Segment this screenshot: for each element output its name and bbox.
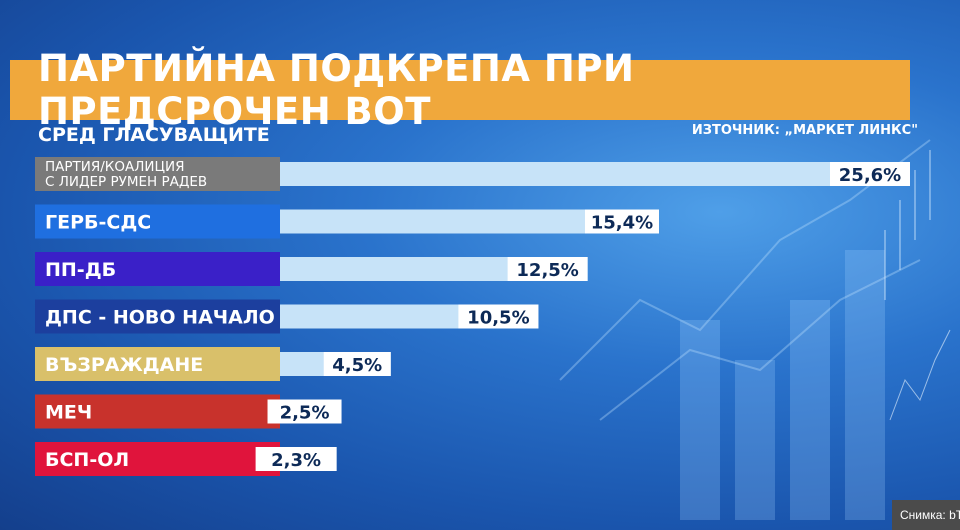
value-label-box	[323, 352, 391, 376]
category-label: МЕЧ	[45, 402, 92, 424]
category-label: ПАРТИЯ/КОАЛИЦИЯ	[45, 159, 184, 175]
photo-credit: Снимка: bTV	[892, 500, 960, 530]
category-label-box	[35, 442, 280, 476]
bar-row: ПП-ДБ 12,5%	[35, 252, 588, 286]
bar-row: ГЕРБ-СДС 15,4%	[35, 204, 659, 239]
category-label: ГЕРБ-СДС	[45, 212, 151, 234]
value-label-box	[255, 447, 337, 471]
value-label: 2,5%	[280, 403, 330, 424]
value-label: 12,5%	[516, 260, 578, 281]
category-label: БСП-ОЛ	[45, 449, 129, 471]
value-label-box	[267, 399, 342, 424]
bar-row: ВЪЗРАЖДАНЕ 4,5%	[35, 347, 391, 381]
value-label-box	[584, 209, 659, 234]
category-label: С ЛИДЕР РУМЕН РАДЕВ	[45, 174, 207, 190]
category-label: ПП-ДБ	[45, 259, 116, 281]
category-label-box	[35, 394, 280, 429]
category-label-box	[35, 347, 280, 381]
value-label: 10,5%	[467, 308, 529, 329]
title-bar: ПАРТИЙНА ПОДКРЕПА ПРИ ПРЕДСРОЧЕН ВОТ	[10, 47, 910, 133]
bar	[280, 162, 910, 186]
source-label: ИЗТОЧНИК: „МАРКЕТ ЛИНКС"	[691, 123, 918, 138]
category-label-box	[35, 204, 280, 239]
value-label-box	[458, 304, 539, 329]
bar-row: БСП-ОЛ 2,3%	[35, 442, 337, 476]
value-label: 4,5%	[332, 355, 382, 376]
category-label-box	[35, 157, 280, 191]
category-label-box	[35, 299, 280, 334]
category-label-box	[35, 252, 280, 286]
category-label: ВЪЗРАЖДАНЕ	[45, 354, 203, 376]
value-label: 15,4%	[591, 213, 653, 234]
value-label-box	[830, 162, 910, 186]
value-label-box	[507, 257, 588, 281]
value-label: 25,6%	[839, 165, 901, 186]
page-title: ПАРТИЙНА ПОДКРЕПА ПРИ ПРЕДСРОЧЕН ВОТ	[38, 47, 635, 133]
value-label: 2,3%	[271, 450, 321, 471]
bar-row: ДПС - НОВО НАЧАЛО 10,5%	[35, 299, 539, 334]
category-label: ДПС - НОВО НАЧАЛО	[45, 307, 275, 329]
bar-row: МЕЧ 2,5%	[35, 394, 342, 429]
chart-subtitle: СРЕД ГЛАСУВАЩИТЕ	[38, 124, 270, 146]
